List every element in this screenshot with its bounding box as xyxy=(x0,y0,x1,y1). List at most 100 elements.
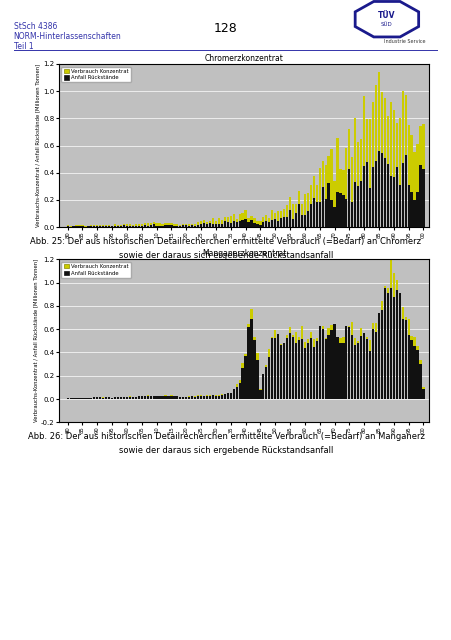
Bar xyxy=(132,397,133,399)
Bar xyxy=(407,335,409,399)
Y-axis label: Verbrauchs-Konzentrat / Anfall Rückstände [Millionen Tonnen]: Verbrauchs-Konzentrat / Anfall Rückständ… xyxy=(36,64,41,227)
Bar xyxy=(96,397,98,399)
Bar xyxy=(93,226,95,227)
Bar xyxy=(259,390,261,399)
Bar xyxy=(105,397,107,399)
Bar xyxy=(256,360,258,399)
Bar xyxy=(300,339,302,399)
Bar xyxy=(140,226,143,227)
Bar xyxy=(392,177,394,227)
Bar xyxy=(193,225,196,227)
Bar xyxy=(105,226,107,227)
Bar xyxy=(354,338,355,399)
Bar xyxy=(276,211,279,227)
Title: Chromerzkonzentrat: Chromerzkonzentrat xyxy=(204,54,283,63)
Bar xyxy=(87,226,89,227)
Bar xyxy=(185,397,187,399)
Bar xyxy=(265,215,267,227)
Bar xyxy=(374,161,376,227)
Bar xyxy=(81,225,83,227)
Y-axis label: Verbrauchs-Konzentrat / Anfall Rückstände [Millionen Tonnen]: Verbrauchs-Konzentrat / Anfall Rückständ… xyxy=(33,259,38,422)
Bar xyxy=(220,394,222,399)
Text: Teil 1: Teil 1 xyxy=(14,42,33,51)
Bar xyxy=(294,343,296,399)
Bar xyxy=(350,322,353,399)
Bar xyxy=(84,398,86,399)
Text: NORM-Hinterlassenschaften: NORM-Hinterlassenschaften xyxy=(14,32,121,41)
Bar xyxy=(182,397,184,399)
Bar xyxy=(330,200,332,227)
Bar xyxy=(176,396,178,399)
Bar xyxy=(132,225,133,227)
Bar xyxy=(138,396,140,399)
Bar xyxy=(199,221,202,227)
Bar xyxy=(407,125,409,227)
Bar xyxy=(398,118,400,227)
Bar xyxy=(253,223,255,227)
Bar xyxy=(235,220,237,227)
Bar xyxy=(223,394,226,399)
Bar xyxy=(170,396,172,399)
Bar xyxy=(81,397,83,399)
Bar xyxy=(410,340,412,399)
Bar xyxy=(125,397,128,399)
Bar xyxy=(250,319,252,399)
Bar xyxy=(297,191,299,227)
Bar xyxy=(202,223,205,227)
Bar xyxy=(90,226,92,227)
Bar xyxy=(138,223,140,227)
Bar xyxy=(158,396,161,399)
Bar xyxy=(108,226,110,227)
Bar xyxy=(99,397,101,399)
Bar xyxy=(96,226,98,227)
Bar xyxy=(276,334,279,399)
Text: SÜD: SÜD xyxy=(380,22,392,26)
Bar xyxy=(199,223,202,227)
Bar xyxy=(271,337,273,399)
Bar xyxy=(155,396,157,399)
Bar xyxy=(114,397,116,399)
Bar xyxy=(152,396,154,399)
Bar xyxy=(297,340,299,399)
Bar xyxy=(173,396,175,399)
Bar xyxy=(315,202,317,227)
Bar xyxy=(253,337,255,399)
Bar xyxy=(315,185,317,227)
Bar xyxy=(380,310,382,399)
Bar xyxy=(244,356,246,399)
Bar xyxy=(155,225,157,227)
Bar xyxy=(129,396,131,399)
Bar xyxy=(229,392,231,399)
Bar xyxy=(238,383,240,399)
Bar xyxy=(336,192,338,227)
Bar xyxy=(291,219,294,227)
Bar xyxy=(132,226,133,227)
Bar xyxy=(285,205,288,227)
Bar xyxy=(220,220,222,227)
Bar xyxy=(66,225,69,227)
Bar xyxy=(155,223,157,227)
Bar xyxy=(333,323,335,399)
Bar xyxy=(123,224,125,227)
Bar xyxy=(134,226,137,227)
Bar xyxy=(262,221,264,227)
Bar xyxy=(410,192,412,227)
Bar xyxy=(315,339,317,399)
Bar xyxy=(371,102,373,227)
Bar xyxy=(199,396,202,399)
Bar xyxy=(383,286,385,399)
Bar xyxy=(280,345,281,399)
Bar xyxy=(253,218,255,227)
Bar xyxy=(415,193,418,227)
Bar xyxy=(410,136,412,227)
Bar xyxy=(102,225,104,227)
Bar xyxy=(220,395,222,399)
Bar xyxy=(273,337,276,399)
Bar xyxy=(312,177,314,227)
Bar xyxy=(164,225,166,227)
Bar xyxy=(232,214,234,227)
Text: TÜV: TÜV xyxy=(377,11,395,20)
Bar xyxy=(336,138,338,227)
Bar xyxy=(362,166,364,227)
Bar xyxy=(188,396,190,399)
